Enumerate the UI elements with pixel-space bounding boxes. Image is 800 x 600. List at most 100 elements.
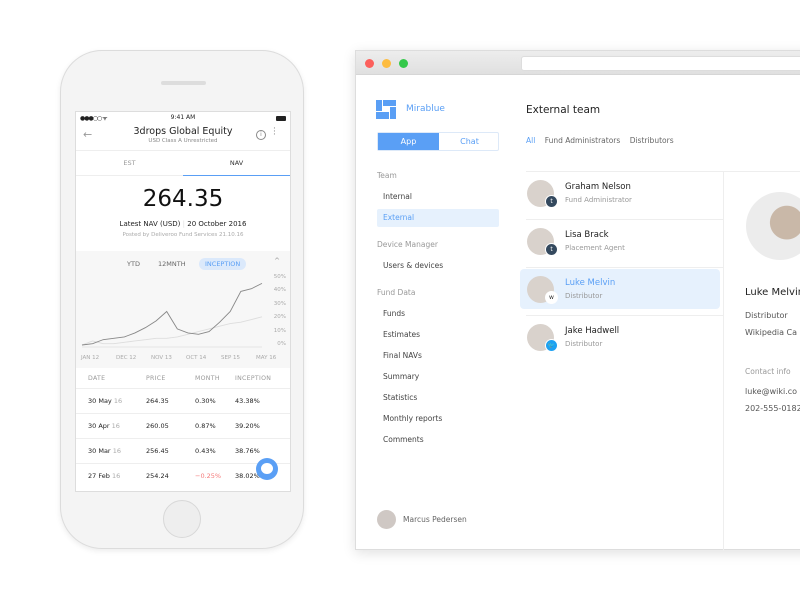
detail-role: Distributor	[745, 311, 788, 320]
home-button[interactable]	[163, 500, 201, 538]
x-tick-label: JAN 12	[81, 355, 100, 361]
chat-bubble-button[interactable]	[256, 458, 278, 480]
row-month: −0.25%	[195, 472, 222, 480]
status-time: 9:41 AM	[170, 114, 196, 121]
contact-info-label: Contact info	[745, 367, 791, 376]
list-item[interactable]: t Lisa Brack Placement Agent	[520, 221, 720, 261]
row-inception: 39.20%	[235, 422, 260, 430]
maximize-button[interactable]	[399, 59, 408, 68]
x-tick-label: OCT 14	[186, 355, 207, 361]
y-tick-label: 30%	[273, 300, 286, 307]
table-row[interactable]: 27 Feb 16 254.24 −0.25% 38.02%	[76, 463, 290, 489]
table-row[interactable]: 30 Apr 16 260.05 0.87% 39.20%	[76, 413, 290, 439]
filter-all[interactable]: All	[526, 136, 536, 145]
sidebar-item-comments[interactable]: Comments	[383, 435, 424, 444]
detail-name: Luke Melvin	[745, 287, 800, 298]
row-inception: 43.38%	[235, 397, 260, 405]
tab-bar: EST NAV	[76, 150, 290, 176]
sidebar-item-users-devices[interactable]: Users & devices	[383, 261, 444, 270]
table-row[interactable]: 30 Mar 16 256.45 0.43% 38.76%	[76, 438, 290, 464]
nav-value: 264.35	[142, 186, 224, 212]
row-month: 0.30%	[195, 397, 216, 405]
col-date: DATE	[88, 375, 106, 382]
col-price: PRICE	[146, 375, 166, 382]
person-name: Jake Hadwell	[565, 326, 620, 336]
row-date: 30 Mar 16	[88, 447, 121, 455]
sidebar-item-summary[interactable]: Summary	[383, 372, 420, 381]
latest-nav: Latest NAV (USD) | 20 October 2016	[119, 220, 247, 228]
info-icon[interactable]: i	[256, 130, 266, 140]
latest-label: Latest NAV (USD)	[119, 220, 181, 228]
fund-title: 3drops Global Equity	[133, 126, 233, 137]
segment-app[interactable]: App	[378, 133, 439, 150]
sidebar-item-monthly-reports[interactable]: Monthly reports	[383, 414, 443, 423]
sidebar-item-external[interactable]: External	[377, 209, 499, 227]
app-window: Mirablue App Chat Team Internal External De…	[355, 50, 800, 551]
sidebar-item-final-navs[interactable]: Final NAVs	[383, 351, 422, 360]
y-tick-label: 10%	[273, 327, 286, 334]
y-tick-label: 50%	[273, 274, 286, 280]
sidebar-item-statistics[interactable]: Statistics	[383, 393, 418, 402]
back-arrow-icon[interactable]: ←	[83, 128, 93, 141]
nav-chart: YTD 12MNTH INCEPTION ^ 50% 40% 30% 20% 10% 0%…	[76, 251, 290, 368]
detail-email[interactable]: luke@wiki.co	[745, 387, 798, 396]
phone-screen: ●●●○○ ᯤ 9:41 AM ← 3drops Global Equity U…	[75, 111, 291, 492]
range-inception[interactable]: INCEPTION	[199, 258, 247, 270]
x-tick-label: DEC 12	[116, 355, 137, 361]
signal-icon: ●●●○○ ᯤ	[80, 115, 108, 122]
person-role: Fund Administrator	[565, 196, 632, 204]
x-tick-label: MAY 16	[256, 355, 277, 361]
sidebar-item-funds[interactable]: Funds	[383, 309, 406, 318]
y-tick-label: 20%	[273, 314, 286, 321]
detail-company: Wikipedia Ca	[745, 328, 798, 337]
filter-tabs: All Fund Administrators Distributors	[526, 136, 681, 145]
posted-by: Posted by Deliveroo Fund Services 21.10.…	[122, 232, 244, 238]
sidebar-section-title: Fund Data	[377, 288, 416, 297]
col-inception: INCEPTION	[235, 375, 272, 382]
row-price: 264.35	[146, 397, 169, 405]
tab-nav[interactable]: NAV	[183, 151, 290, 176]
col-month: MONTH	[195, 375, 220, 382]
list-item[interactable]: 🐦 Jake Hadwell Distributor	[520, 317, 720, 357]
minimize-button[interactable]	[382, 59, 391, 68]
profile-photo	[746, 192, 800, 260]
list-item[interactable]: t Graham Nelson Fund Administrator	[520, 173, 720, 213]
filter-distributors[interactable]: Distributors	[629, 136, 674, 145]
close-button[interactable]	[365, 59, 374, 68]
source-badge-icon: w	[545, 291, 558, 304]
y-tick-label: 40%	[273, 287, 286, 294]
more-vertical-icon[interactable]: · · ·	[273, 124, 276, 140]
address-bar[interactable]	[521, 56, 800, 71]
page-title: External team	[526, 104, 601, 116]
row-date: 30 Apr 16	[88, 422, 120, 430]
person-role: Distributor	[565, 340, 603, 348]
tab-est[interactable]: EST	[123, 159, 136, 167]
person-role: Placement Agent	[565, 244, 625, 252]
source-badge-icon: t	[545, 243, 558, 256]
phone-mockup: ●●●○○ ᯤ 9:41 AM ← 3drops Global Equity U…	[60, 50, 304, 549]
segment-chat[interactable]: Chat	[460, 137, 479, 146]
sidebar-item-internal[interactable]: Internal	[383, 192, 412, 201]
range-12mnth[interactable]: 12MNTH	[158, 260, 186, 268]
row-price: 260.05	[146, 422, 169, 430]
range-ytd[interactable]: YTD	[127, 260, 140, 268]
app-chat-toggle: App Chat	[377, 132, 499, 151]
chart-plot	[81, 282, 263, 348]
latest-date: 20 October 2016	[187, 220, 247, 228]
y-tick-label: 0%	[277, 341, 286, 347]
detail-phone: 202-555-0182	[745, 404, 800, 413]
table-row[interactable]: 30 May 16 264.35 0.30% 43.38%	[76, 388, 290, 414]
phone-speaker	[161, 81, 206, 85]
sidebar-item-estimates[interactable]: Estimates	[383, 330, 421, 339]
filter-fund-administrators[interactable]: Fund Administrators	[544, 136, 621, 145]
mirablue-logo-icon	[376, 100, 396, 119]
source-badge-icon: t	[545, 195, 558, 208]
sidebar-section-title: Device Manager	[377, 240, 438, 249]
person-name: Graham Nelson	[565, 182, 631, 192]
sidebar-section-title: Team	[377, 171, 397, 180]
series-line	[81, 282, 263, 346]
list-item[interactable]: w Luke Melvin Distributor	[520, 269, 720, 309]
collapse-chevron-icon[interactable]: ^	[274, 257, 280, 265]
row-price: 254.24	[146, 472, 169, 480]
avatar	[377, 510, 396, 529]
